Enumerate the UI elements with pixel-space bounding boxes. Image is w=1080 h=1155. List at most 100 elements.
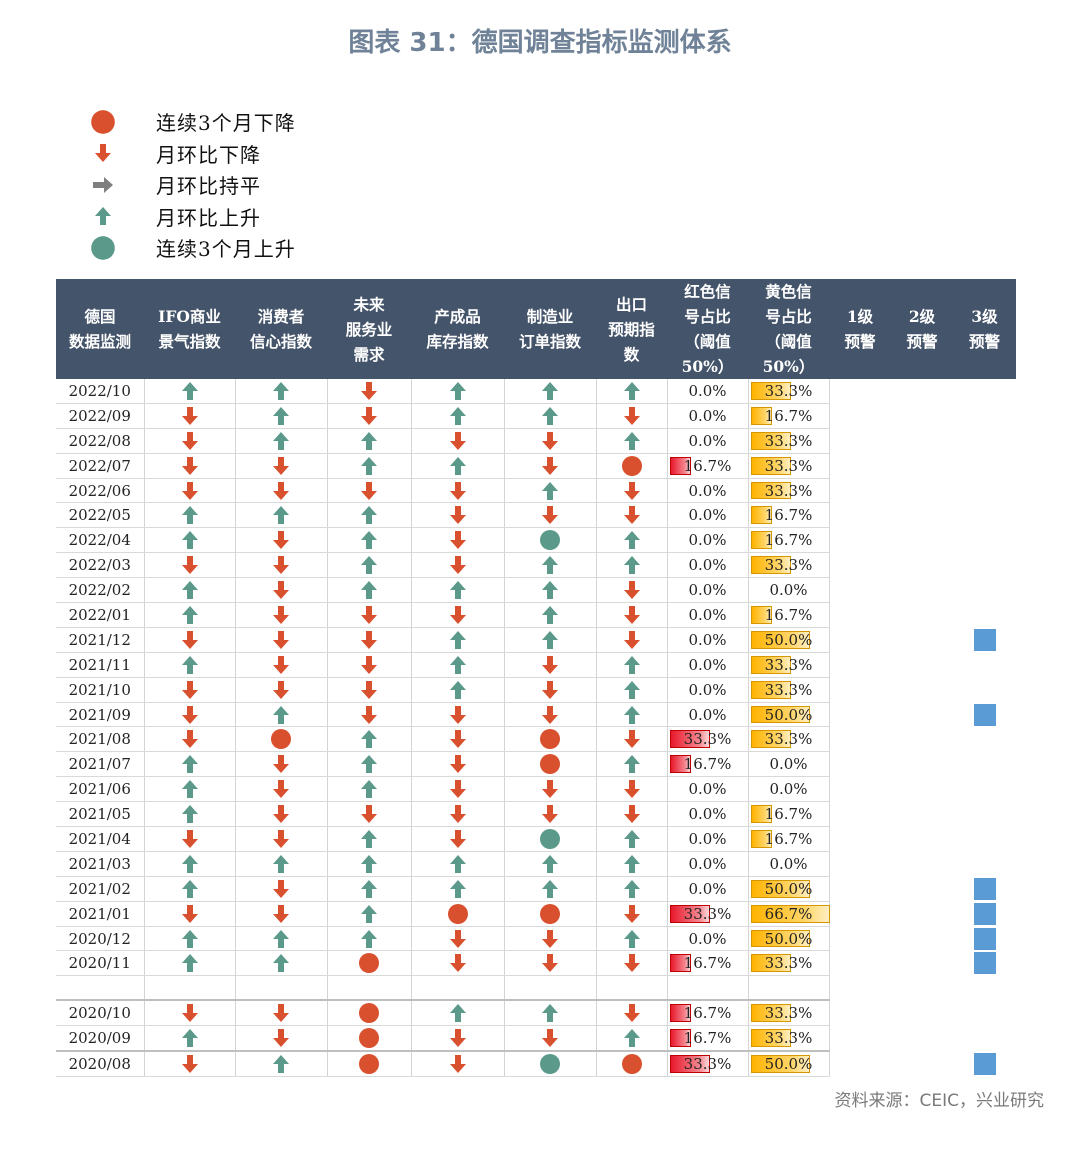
up-arrow-icon — [144, 851, 236, 877]
warning-level-3-cell — [953, 677, 1016, 702]
signal-value: 0.0% — [769, 854, 808, 873]
legend-label: 连续3个月下降 — [156, 111, 296, 136]
table-row: 2022/04 0.0% 16.7% — [56, 527, 1016, 554]
yellow-signal-cell: 16.7% — [748, 502, 830, 529]
up-arrow-icon — [411, 677, 505, 703]
warning-level-3-cell — [953, 827, 1016, 852]
table-row: 2020/09 16.7% 33.3% — [56, 1025, 1016, 1053]
up-arrow-icon — [88, 201, 118, 231]
up-arrow-icon — [327, 552, 412, 579]
warning-level-3-cell — [953, 777, 1016, 802]
table-row: 2021/05 0.0% 16.7% — [56, 801, 1016, 828]
date-cell: 2022/10 — [56, 379, 145, 404]
date-cell: 2021/01 — [56, 901, 145, 927]
warning-level-1-cell — [829, 827, 891, 852]
warning-level-3-cell — [953, 926, 1016, 951]
down-arrow-icon — [411, 428, 505, 454]
legend-item: 连续3个月上升 — [88, 232, 296, 264]
red-signal-cell: 0.0% — [667, 776, 749, 803]
legend-item: 连续3个月下降 — [88, 106, 296, 138]
yellow-signal-cell: 0.0% — [748, 776, 830, 803]
down-arrow-icon — [504, 677, 597, 703]
signal-value: 33.3% — [764, 1029, 813, 1048]
warning-level-1-cell — [829, 876, 891, 901]
signal-value: 33.3% — [764, 481, 813, 500]
down-arrow-icon — [504, 502, 597, 529]
column-header-line: 1级 — [846, 307, 874, 326]
date-cell: 2021/08 — [56, 726, 145, 753]
red-signal-cell: 16.7% — [667, 1025, 749, 1053]
down-arrow-icon — [504, 926, 597, 952]
column-header-line: 数据监测 — [68, 332, 131, 351]
yellow-signal-cell: 33.3% — [748, 1025, 830, 1053]
signal-value: 50.0% — [764, 705, 813, 724]
signal-value: 33.3% — [764, 655, 813, 674]
column-header: 消费者 信心指数 — [235, 279, 327, 379]
down-arrow-icon — [327, 478, 412, 504]
signal-value: 33.3% — [764, 556, 813, 575]
table-row: 2022/08 0.0% 33.3% — [56, 428, 1016, 454]
yellow-signal-bar — [750, 556, 791, 575]
warning-level-2-cell — [891, 503, 953, 528]
table-row: 2021/08 33.3% 33.3% — [56, 726, 1016, 753]
monitor-table: 德国 数据监测 IFO商业 景气指数 消费者 信心指数 未来 服务业 需求 产成品 库存指数 制造业订… — [56, 279, 1017, 1078]
red-signal-cell: 0.0% — [667, 851, 749, 877]
warning-level-2-cell — [891, 827, 953, 852]
up-arrow-icon — [327, 453, 412, 479]
red-signal-cell: 0.0% — [667, 552, 749, 579]
signal-value: 0.0% — [688, 556, 727, 575]
signal-value: 16.7% — [683, 1004, 732, 1023]
green-circle-icon — [504, 527, 597, 554]
up-arrow-icon — [144, 652, 236, 678]
down-arrow-icon — [504, 702, 597, 728]
up-arrow-icon — [144, 926, 236, 952]
red-signal-cell: 0.0% — [667, 702, 749, 728]
yellow-signal-bar — [750, 830, 772, 848]
legend-item: 月环比下降 — [88, 138, 296, 170]
column-header: 制造业 订单指数 — [504, 279, 596, 379]
down-arrow-icon — [235, 677, 328, 703]
down-arrow-icon — [596, 726, 668, 753]
down-arrow-icon — [144, 453, 236, 479]
up-arrow-icon — [327, 926, 412, 952]
warning-marker — [973, 927, 996, 950]
warning-level-2-cell — [891, 677, 953, 702]
yellow-signal-cell: 16.7% — [748, 527, 830, 554]
yellow-signal-bar — [750, 655, 791, 674]
warning-level-1-cell — [829, 851, 891, 876]
separator-row — [56, 975, 1016, 1002]
warning-level-1-cell — [829, 752, 891, 777]
warning-level-1-cell — [829, 1000, 891, 1025]
warning-marker — [973, 877, 996, 900]
green-circle-icon — [504, 1051, 597, 1078]
table-row: 2021/04 0.0% 16.7% — [56, 826, 1016, 852]
down-arrow-icon — [144, 826, 236, 852]
down-arrow-icon — [504, 428, 597, 454]
down-arrow-icon — [235, 1025, 328, 1053]
red-signal-cell: 0.0% — [667, 602, 749, 628]
warning-level-3-cell — [953, 876, 1016, 901]
warning-level-1-cell — [829, 951, 891, 976]
warning-level-1-cell — [829, 453, 891, 478]
signal-value: 16.7% — [764, 605, 813, 624]
flat-arrow-icon — [88, 170, 118, 200]
red-signal-cell: 0.0% — [667, 527, 749, 554]
up-arrow-icon — [596, 751, 668, 778]
down-arrow-icon — [235, 801, 328, 828]
warning-level-3-cell — [953, 1051, 1016, 1076]
down-arrow-icon — [144, 901, 236, 927]
column-header-line: 2级 — [908, 307, 936, 326]
signal-value: 0.0% — [688, 705, 727, 724]
up-arrow-icon — [144, 502, 236, 529]
down-arrow-icon — [411, 527, 505, 554]
date-cell: 2021/09 — [56, 702, 145, 728]
yellow-signal-cell: 50.0% — [748, 926, 830, 952]
chart-title: 图表 31：德国调查指标监测体系 — [348, 28, 732, 58]
yellow-signal-bar — [750, 1004, 791, 1023]
red-circle-icon — [327, 950, 412, 977]
table-row: 2021/10 0.0% 33.3% — [56, 677, 1016, 703]
signal-value: 0.0% — [688, 381, 727, 400]
up-arrow-icon — [504, 403, 597, 429]
warning-level-3-cell — [953, 851, 1016, 876]
signal-value: 33.3% — [764, 456, 813, 475]
